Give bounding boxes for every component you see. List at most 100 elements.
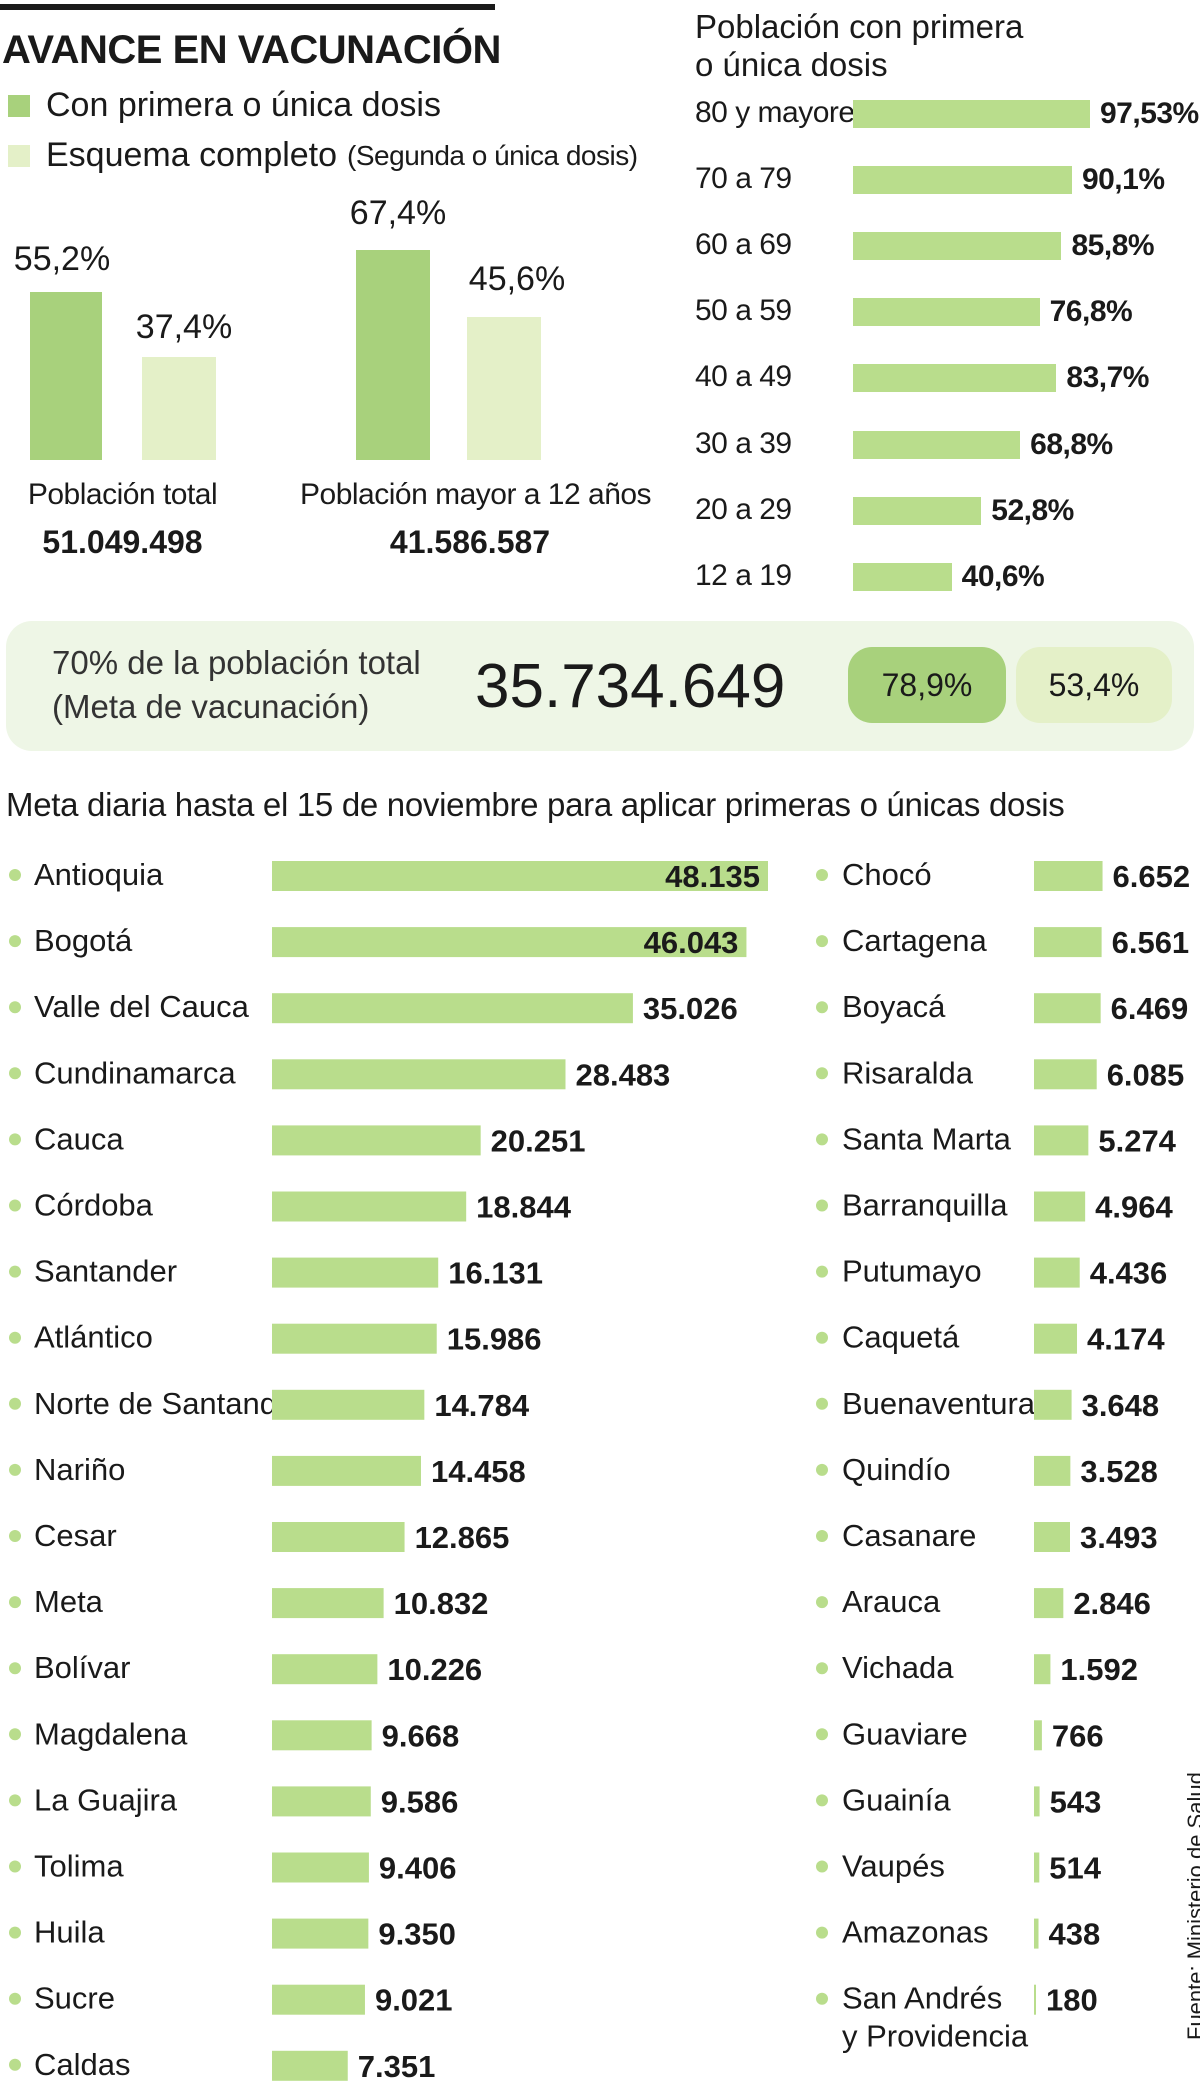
department-label: Amazonas — [842, 1915, 988, 1950]
department-bar — [272, 1455, 421, 1486]
list-bullet — [816, 869, 828, 881]
department-bar — [272, 2050, 348, 2081]
department-bar — [1034, 993, 1101, 1024]
list-bullet — [9, 1596, 21, 1609]
department-label: Arauca — [842, 1584, 941, 1619]
list-bullet — [816, 1463, 828, 1476]
department-bar — [1034, 1455, 1071, 1486]
department-bar — [1034, 1323, 1078, 1354]
department-label: Huila — [34, 1915, 105, 1950]
department-bar — [1034, 1786, 1040, 1817]
department-label: Tolima — [34, 1849, 124, 1884]
department-bar — [1034, 1125, 1089, 1156]
bar-label-12plus-complete: 45,6% — [468, 260, 566, 298]
legend-label-complete: Esquema completo — [46, 136, 338, 174]
list-bullet — [9, 1728, 21, 1741]
daily-bar-chart: Antioquia 48.135 Bogotá 46.043 Valle del Cau… — [9, 857, 1190, 2084]
list-bullet — [9, 1530, 21, 1542]
department-bar — [1034, 1654, 1051, 1685]
department-bar — [272, 1125, 481, 1156]
department-label: Putumayo — [842, 1254, 982, 1289]
list-bullet — [816, 1860, 828, 1873]
department-bar — [1034, 1522, 1070, 1552]
department-value-label: 20.251 — [491, 1123, 586, 1158]
bar-label-total-complete: 37,4% — [135, 308, 233, 346]
department-label: Bolívar — [34, 1650, 130, 1685]
legend-item-complete: Esquema completo (Segunda o única dosis) — [8, 136, 638, 175]
department-value-label: 5.274 — [1098, 1123, 1176, 1158]
department-value-label: 35.026 — [643, 991, 738, 1026]
department-label: Valle del Cauca — [34, 989, 250, 1024]
department-value-label: 4.174 — [1087, 1322, 1165, 1357]
department-label: Risaralda — [842, 1055, 974, 1090]
age-label: 20 a 29 — [695, 492, 792, 526]
list-bullet — [9, 1992, 21, 2005]
list-bullet — [9, 2058, 21, 2071]
department-value-label: 543 — [1050, 1784, 1102, 1819]
goal-first-dose-pill: 78,9% — [848, 647, 1006, 723]
list-bullet — [816, 1794, 828, 1807]
bar-12plus-first — [356, 250, 430, 460]
department-bar — [272, 1720, 372, 1751]
list-bullet — [9, 1397, 21, 1410]
department-value-label: 16.131 — [448, 1256, 543, 1291]
department-label: Chocó — [842, 857, 932, 892]
department-value-label: 4.436 — [1090, 1256, 1168, 1291]
department-bar — [272, 1588, 384, 1619]
list-bullet — [9, 1199, 21, 1212]
age-value-label: 83,7% — [1066, 361, 1149, 395]
age-chart-title-line2: o única dosis — [695, 46, 888, 83]
department-bar — [1034, 861, 1103, 891]
department-bar — [272, 1257, 439, 1288]
goal-complete-pill: 53,4% — [1016, 647, 1172, 723]
group-value-12plus: 41.586.587 — [389, 524, 551, 560]
list-bullet — [9, 1265, 21, 1278]
department-value-label: 4.964 — [1095, 1190, 1173, 1225]
department-bar — [272, 993, 633, 1024]
department-value-label: 9.586 — [381, 1784, 459, 1819]
list-bullet — [9, 1331, 21, 1344]
age-label: 60 a 69 — [695, 228, 792, 262]
list-bullet — [816, 1331, 828, 1344]
department-bar — [272, 1786, 371, 1817]
department-value-label: 1.592 — [1060, 1652, 1138, 1687]
list-bullet — [9, 869, 21, 881]
department-bar — [272, 1323, 437, 1354]
department-bar — [272, 1059, 566, 1090]
department-label: Córdoba — [34, 1188, 154, 1223]
list-bullet — [816, 1662, 828, 1675]
department-bar — [272, 1918, 369, 1949]
department-value-label: 3.493 — [1080, 1520, 1158, 1555]
age-value-label: 52,8% — [991, 493, 1074, 527]
department-label: Boyacá — [842, 989, 946, 1024]
department-value-label: 9.668 — [382, 1718, 460, 1753]
list-bullet — [9, 1463, 21, 1476]
department-label: Atlántico — [34, 1320, 153, 1355]
age-bar — [853, 232, 1062, 261]
list-bullet — [9, 1067, 21, 1080]
source-note: Fuente: Ministerio de Salud — [1183, 1772, 1200, 2040]
department-label: Vaupés — [842, 1849, 945, 1884]
department-label: y Providencia — [842, 2019, 1029, 2054]
department-bar — [272, 1852, 369, 1883]
department-label: Santander — [34, 1254, 177, 1289]
department-value-label: 12.865 — [415, 1520, 510, 1555]
department-bar — [272, 1389, 425, 1420]
department-value-label: 46.043 — [644, 925, 739, 960]
department-bar — [272, 1522, 405, 1552]
age-label: 80 y mayores — [695, 96, 870, 129]
department-bar — [272, 1984, 365, 2015]
list-bullet — [816, 1133, 828, 1146]
age-bar — [853, 364, 1057, 393]
department-value-label: 14.458 — [431, 1454, 526, 1489]
department-bar — [272, 927, 747, 958]
department-bar — [1034, 1720, 1042, 1751]
department-label: Magdalena — [34, 1716, 188, 1751]
goal-line2: (Meta de vacunación) — [52, 688, 370, 725]
age-chart-title: Población con primera o única dosis — [695, 8, 1023, 84]
list-bullet — [816, 935, 828, 948]
department-value-label: 180 — [1046, 1983, 1098, 2018]
department-label: San Andrés — [842, 1981, 1002, 2016]
department-value-label: 438 — [1049, 1917, 1101, 1952]
bar-12plus-complete — [467, 317, 541, 460]
